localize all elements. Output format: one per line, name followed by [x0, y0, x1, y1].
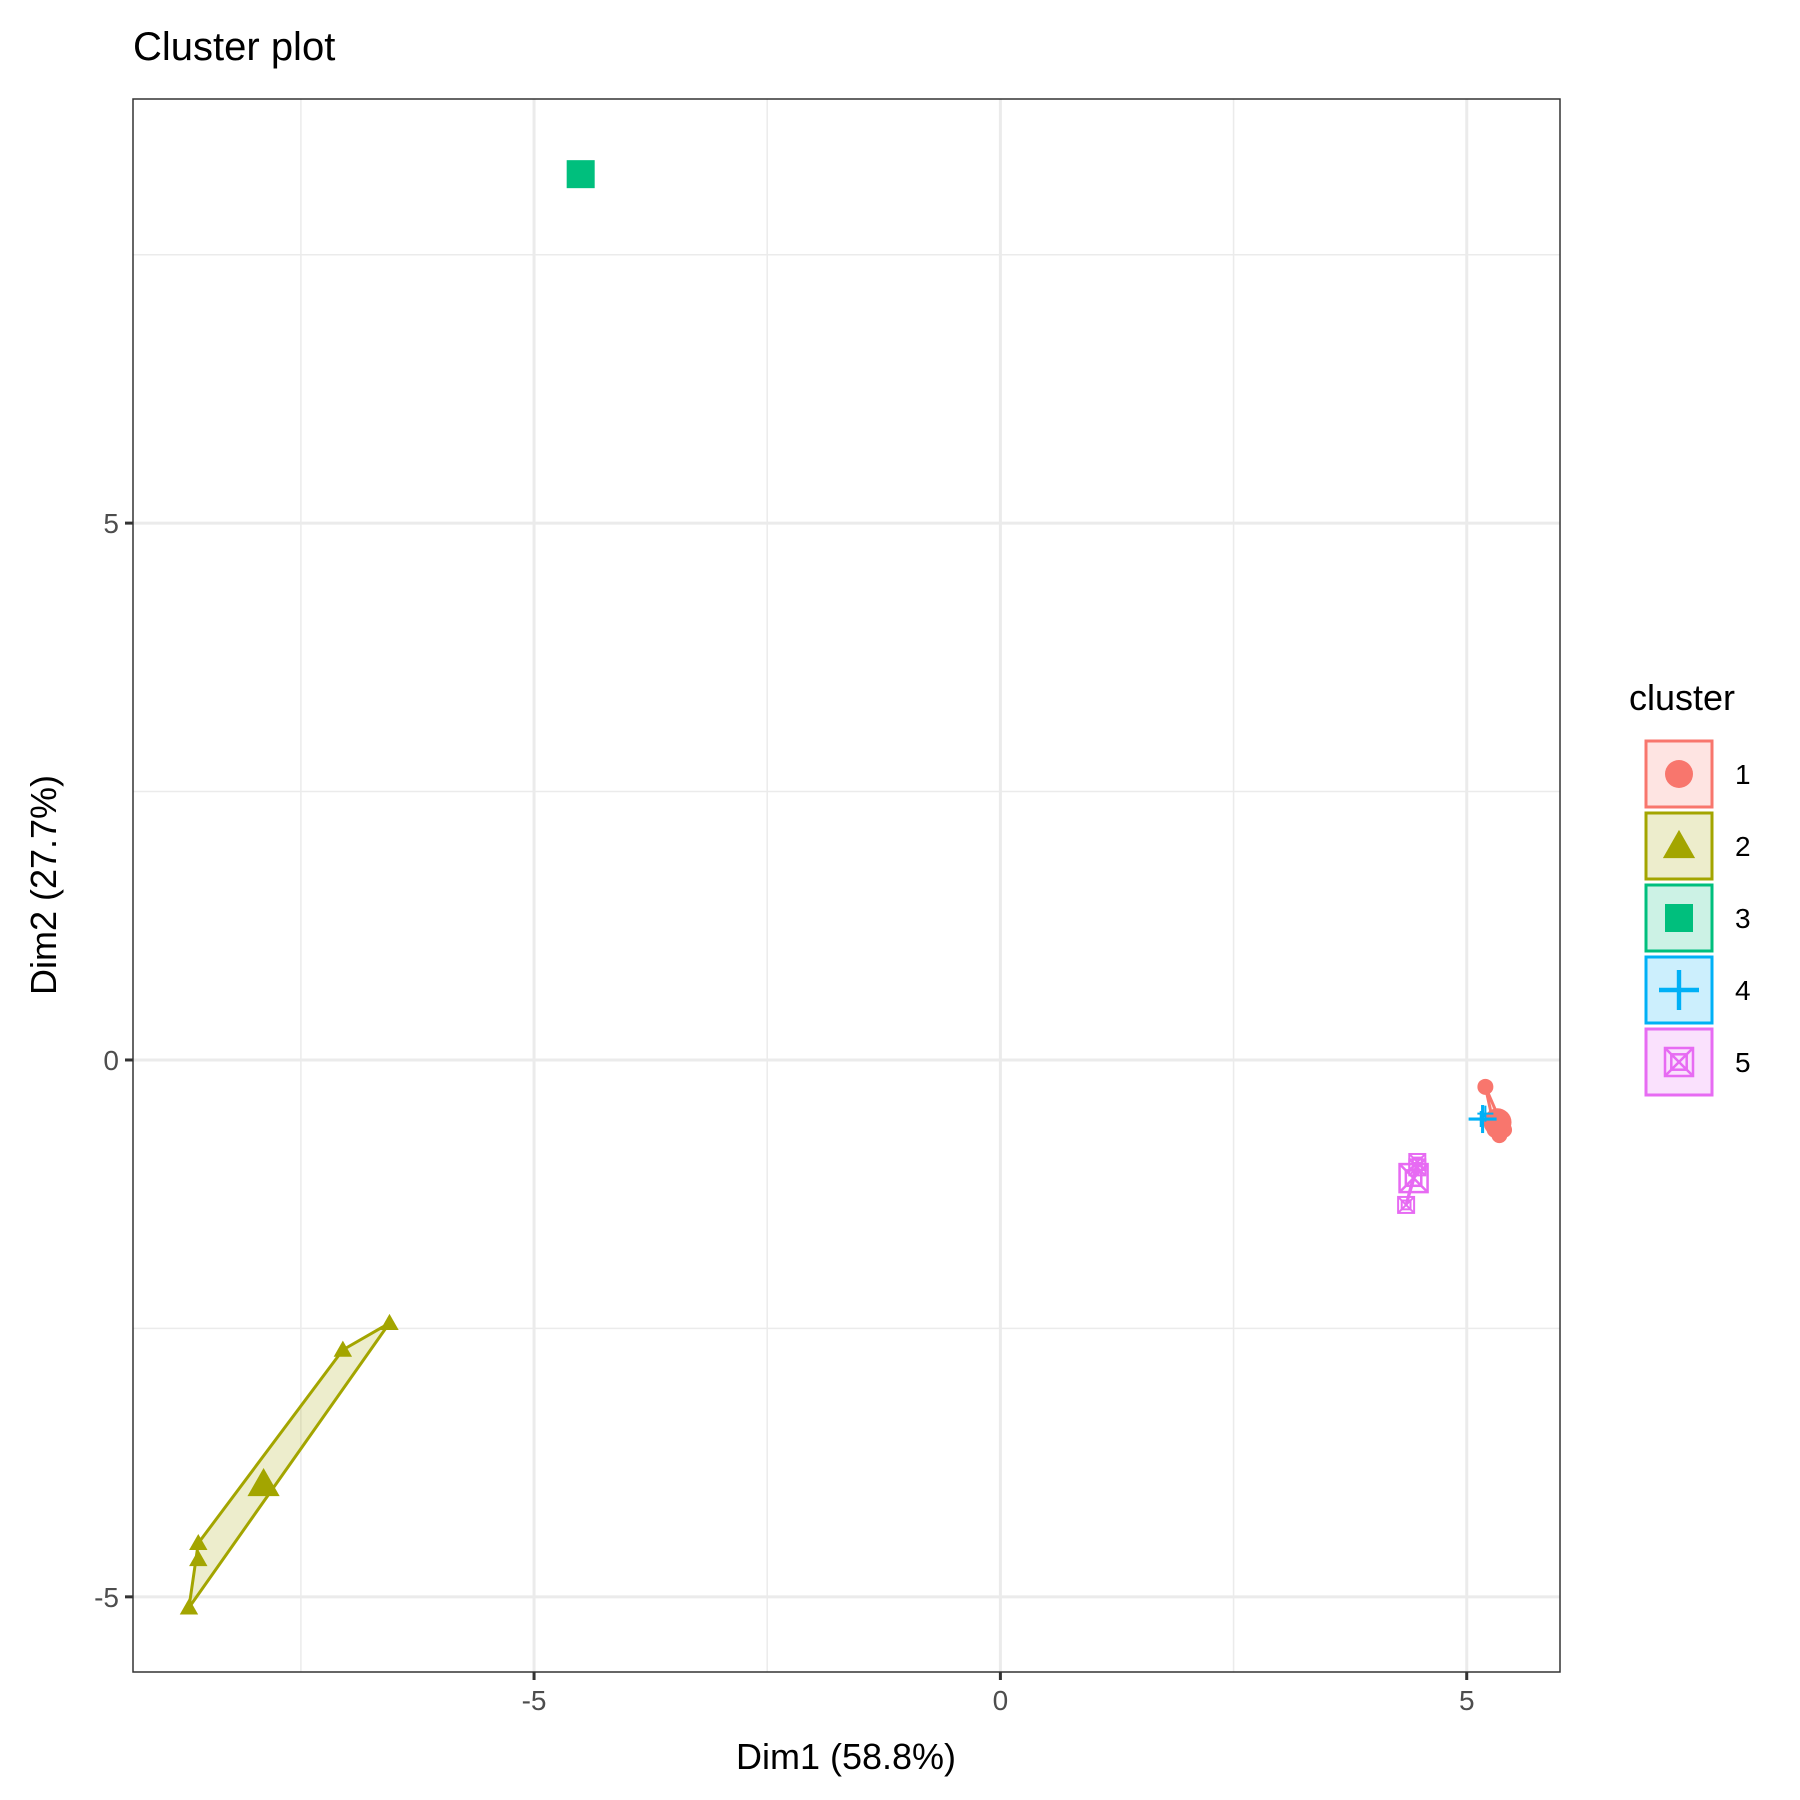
legend-label: 3	[1735, 903, 1751, 934]
cluster-3-centroid	[566, 160, 595, 189]
cluster-2-point	[189, 1550, 208, 1567]
cluster-2-centroid	[247, 1467, 280, 1497]
plot-panel	[132, 98, 1561, 1673]
cluster-2-point	[380, 1313, 399, 1330]
legend-title: cluster	[1629, 677, 1735, 718]
cluster-5-point	[1397, 1195, 1416, 1214]
legend-square-icon	[1665, 904, 1693, 932]
legend-label: 1	[1735, 759, 1751, 790]
data-points	[179, 160, 1513, 1615]
legend-key	[1644, 955, 1714, 1025]
y-tick-label: 0	[103, 1045, 119, 1076]
axis-ticks: -5 0 5 -5 0 5	[94, 508, 1474, 1716]
y-tick-label: -5	[94, 1582, 119, 1613]
legend-label: 4	[1735, 975, 1751, 1006]
legend-label: 5	[1735, 1047, 1751, 1078]
cluster-2-point	[333, 1340, 353, 1357]
cluster-1-centroid	[1483, 1108, 1512, 1137]
cluster-2-hull	[187, 1321, 391, 1610]
cluster-2-point	[179, 1598, 199, 1615]
legend-plus-icon	[1659, 970, 1699, 1010]
cluster-1-point	[1477, 1078, 1494, 1095]
chart-title: Cluster plot	[133, 25, 335, 69]
legend-item-1: 1	[1644, 739, 1751, 809]
x-tick-label: 0	[993, 1685, 1009, 1716]
x-tick-label: -5	[522, 1685, 547, 1716]
legend-label: 2	[1735, 831, 1751, 862]
x-tick-label: 5	[1459, 1685, 1475, 1716]
y-tick-label: 5	[103, 508, 119, 539]
legend-item-2: 2	[1644, 811, 1751, 881]
cluster-5-centroid	[1398, 1162, 1429, 1194]
cluster-4-centroid	[1468, 1105, 1497, 1134]
legend: cluster 1 2 3 4 5	[1629, 677, 1751, 1097]
legend-square-cross-icon	[1663, 1046, 1695, 1078]
x-axis-title: Dim1 (58.8%)	[736, 1736, 956, 1777]
grid-lines	[133, 99, 1560, 1672]
legend-item-3: 3	[1644, 883, 1751, 953]
legend-item-4: 4	[1644, 955, 1751, 1025]
legend-triangle-icon	[1662, 829, 1696, 859]
cluster-2-point	[189, 1533, 208, 1551]
cluster-hulls	[187, 1085, 1506, 1610]
y-axis-title: Dim2 (27.7%)	[23, 775, 64, 995]
legend-circle-icon	[1665, 760, 1693, 788]
legend-item-5: 5	[1644, 1027, 1751, 1097]
